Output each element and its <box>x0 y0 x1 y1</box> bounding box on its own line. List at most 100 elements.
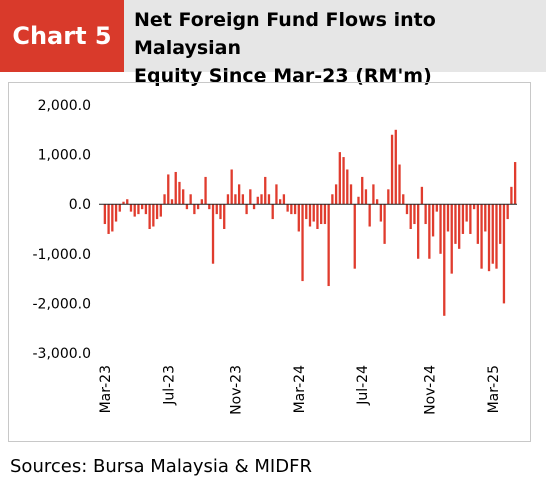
bar <box>435 204 438 212</box>
bar <box>103 204 107 225</box>
bar <box>346 169 349 205</box>
bar <box>364 189 368 205</box>
bar <box>472 204 476 210</box>
bar <box>469 204 472 234</box>
bar <box>133 204 136 217</box>
bar <box>361 176 364 205</box>
bar <box>368 204 371 227</box>
bar <box>431 204 435 237</box>
bar <box>402 194 405 205</box>
bar <box>141 204 144 210</box>
bar <box>237 184 241 205</box>
y-tick-label: 2,000.0 <box>38 98 91 114</box>
bar <box>446 204 450 232</box>
y-tick-label: 0.0 <box>69 197 91 213</box>
bar <box>320 204 323 225</box>
x-tick-label: Nov-23 <box>228 365 244 415</box>
chart-title-line-2: Equity Since Mar-23 (RM'm) <box>134 65 432 87</box>
bar <box>211 204 215 264</box>
x-axis: Mar-23 Jul-23 Nov-23 Mar-24 Jul-24 Nov-24 Mar-… <box>98 365 502 415</box>
bar <box>252 204 256 210</box>
bar <box>499 204 502 244</box>
x-tick-label: Jul-23 <box>161 365 177 406</box>
bar <box>256 196 259 205</box>
bar <box>342 157 345 205</box>
bar <box>182 189 185 205</box>
bar <box>305 204 308 220</box>
bar <box>144 204 148 215</box>
bar <box>170 199 174 205</box>
bar <box>316 204 319 229</box>
bar <box>424 204 427 225</box>
bar <box>331 194 334 205</box>
bar <box>443 204 446 316</box>
bar <box>234 194 237 205</box>
bar <box>439 204 442 254</box>
bar <box>357 196 360 205</box>
bar <box>502 204 506 304</box>
bar <box>111 204 114 232</box>
bar <box>264 176 267 205</box>
bar <box>398 164 401 205</box>
bar <box>390 134 394 205</box>
bar <box>137 204 140 215</box>
chart-title: Net Foreign Fund Flows into Malaysian Eq… <box>124 0 546 87</box>
bar <box>208 204 211 210</box>
bar <box>204 176 207 205</box>
x-tick-label: Jul-24 <box>355 365 371 406</box>
bar <box>126 199 129 205</box>
bar <box>312 204 315 222</box>
bar <box>480 204 483 269</box>
bar <box>249 189 252 205</box>
bar <box>428 204 431 259</box>
chart-number-badge: Chart 5 <box>0 0 124 72</box>
bar <box>163 194 166 205</box>
bar <box>282 194 286 205</box>
y-axis: 2,000.0 1,000.0 0.0 -1,000.0 -2,000.0 -3,000.… <box>33 98 92 362</box>
bar <box>454 204 457 244</box>
bar <box>271 204 274 220</box>
bar <box>465 204 468 222</box>
bar <box>178 181 181 205</box>
bar <box>241 194 245 205</box>
bar <box>334 184 338 205</box>
bar-chart: 2,000.0 1,000.0 0.0 -1,000.0 -2,000.0 -3,000.… <box>33 98 517 415</box>
bar <box>461 204 465 234</box>
chart-header: Chart 5 Net Foreign Fund Flows into Mala… <box>0 0 546 87</box>
bar <box>223 204 226 229</box>
bar <box>267 194 271 205</box>
bar <box>226 194 230 205</box>
bar <box>167 174 170 205</box>
bar <box>219 204 222 220</box>
bar <box>185 204 189 210</box>
bar <box>484 204 487 232</box>
x-tick-label: Mar-24 <box>292 365 308 413</box>
bar <box>379 204 383 222</box>
bar <box>420 186 424 205</box>
bar <box>510 186 513 205</box>
bar <box>458 204 461 249</box>
bar <box>372 184 375 205</box>
bar <box>193 204 196 215</box>
bar <box>107 204 110 234</box>
bar <box>323 204 327 225</box>
bar <box>506 204 509 220</box>
bar <box>491 204 494 264</box>
bar <box>495 204 498 269</box>
bar <box>155 204 159 220</box>
bar <box>279 199 282 205</box>
bar <box>409 204 412 229</box>
bar <box>114 204 118 222</box>
bar <box>405 204 409 215</box>
source-note: Sources: Bursa Malaysia & MIDFR <box>10 456 312 477</box>
bar <box>413 204 416 225</box>
bar <box>293 204 297 215</box>
y-tick-label: -1,000.0 <box>33 247 92 263</box>
bar <box>353 204 356 269</box>
x-tick-label: Mar-25 <box>486 365 502 413</box>
bar <box>513 162 517 205</box>
bar <box>159 204 162 217</box>
bar <box>200 199 203 205</box>
bar <box>301 204 304 282</box>
bar <box>375 199 379 205</box>
